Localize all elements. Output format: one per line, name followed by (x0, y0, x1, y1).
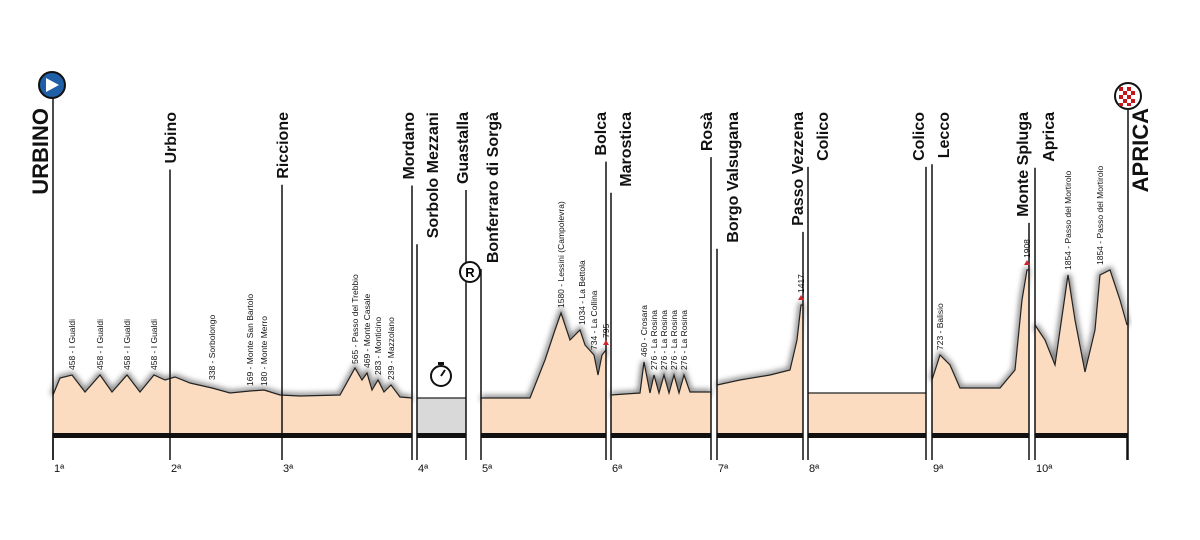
labels: Urbino Riccione Mordano Sorbolo Mezzani Guas… (54, 112, 1105, 475)
climb-label: 1854 - Passo del Mortirolo (1095, 166, 1105, 265)
profile-edge (52, 366, 413, 399)
place-name: Rosà (699, 112, 716, 151)
place-name: Monte Spluga (1015, 112, 1032, 217)
climb-label: 723 - Balisio (935, 303, 945, 350)
climb-label: 469 - Monte Casale (362, 294, 372, 368)
climb-label: 734 - La Collina (589, 290, 599, 350)
place-name: Mordano (401, 112, 418, 180)
start-icon (38, 71, 66, 99)
stage-number: 3ª (283, 463, 294, 475)
marker-label: R (465, 265, 475, 280)
stage-number: 9ª (933, 463, 944, 475)
profiles (50, 266, 1130, 438)
baseline-bar (808, 433, 926, 438)
profile-area (717, 305, 803, 433)
place-name: Colico (911, 112, 928, 161)
climb-label: 1034 - La Bettola (577, 260, 587, 325)
stage-number: 1ª (54, 463, 65, 475)
profile-edge (481, 311, 607, 399)
climb-label: 169 - Monte San Bartolo (245, 294, 255, 386)
place-name: Bolca (593, 112, 610, 156)
stage-number: 7ª (718, 463, 729, 475)
place-name: Borgo Valsugana (725, 112, 742, 243)
summit-marker (1024, 260, 1030, 265)
time-trial-icon (430, 362, 452, 387)
climb-label: 458 - I Gualdi (149, 319, 159, 370)
climb-label: 180 - Monte Merro (259, 316, 269, 386)
place-name: Urbino (163, 112, 180, 164)
climb-label: 1580 - Lessini (Campolevra) (556, 201, 566, 308)
profile-edge (931, 269, 1029, 389)
climb-label: 276 - La Rosina (649, 310, 659, 370)
stage-number: 2ª (171, 463, 182, 475)
climb-label: 338 - Sorbolongo (207, 315, 217, 380)
stage-number: 6ª (612, 463, 623, 475)
climb-label: 276 - La Rosina (679, 310, 689, 370)
climb-label: 460 - Crosara (639, 305, 649, 357)
place-name: Passo Vezzena (790, 112, 807, 226)
profile-area (808, 393, 926, 433)
reference-marker: R (459, 261, 481, 283)
climb-label: 458 - I Gualdi (122, 319, 132, 370)
climb-label: 276 - La Rosina (669, 310, 679, 370)
start-name: URBINO (28, 108, 53, 195)
place-name: Lecco (936, 112, 953, 158)
place-name: Sorbolo Mezzani (425, 112, 442, 238)
finish-icon (1114, 82, 1142, 110)
separators (52, 98, 1129, 460)
climb-label: 565 - Passo del Trebbio (350, 274, 360, 364)
climb-label: 1854 - Passo del Mortirolo (1063, 171, 1073, 270)
baseline-bar (932, 433, 1029, 438)
profile-edge (716, 304, 803, 386)
baseline-bar (717, 433, 803, 438)
climb-label: 458 - I Gualdi (67, 319, 77, 370)
place-name: Colico (815, 112, 832, 161)
baseline-bar (611, 433, 711, 438)
profile-edge (610, 361, 711, 396)
climb-label: 283 - Monticino (373, 317, 383, 375)
baseline-bar (53, 433, 412, 438)
climb-label: 1417 (796, 274, 806, 293)
profile-area (53, 368, 412, 433)
baseline-bar (1035, 433, 1127, 438)
climb-label: 276 - La Rosina (659, 310, 669, 370)
climb-label: 795 (601, 324, 611, 338)
place-name: Aprica (1041, 112, 1058, 162)
climb-label: 1908 (1022, 239, 1032, 258)
profile-area (611, 362, 711, 433)
summit-marker (603, 340, 609, 345)
climb-label: 239 - Mazzolano (386, 317, 396, 380)
stage-number: 10ª (1036, 463, 1053, 475)
stage-number: 5ª (482, 463, 493, 475)
place-name: Marostica (618, 112, 635, 187)
baseline-bar (481, 433, 606, 438)
climb-label: 458 - I Gualdi (95, 319, 105, 370)
profile-edge (1034, 269, 1128, 373)
place-name: Bonferraro di Sorgà (485, 112, 502, 263)
summit-marker (798, 295, 804, 300)
baseline-bar (417, 433, 466, 438)
finish-name: APRICA (1128, 108, 1153, 192)
profile-area (481, 313, 606, 433)
place-name: Riccione (275, 112, 292, 179)
stage-number: 4ª (418, 463, 429, 475)
profile-area (932, 270, 1029, 433)
profile-area (417, 398, 466, 433)
stage-number: 8ª (809, 463, 820, 475)
place-name: Guastalla (455, 112, 472, 184)
